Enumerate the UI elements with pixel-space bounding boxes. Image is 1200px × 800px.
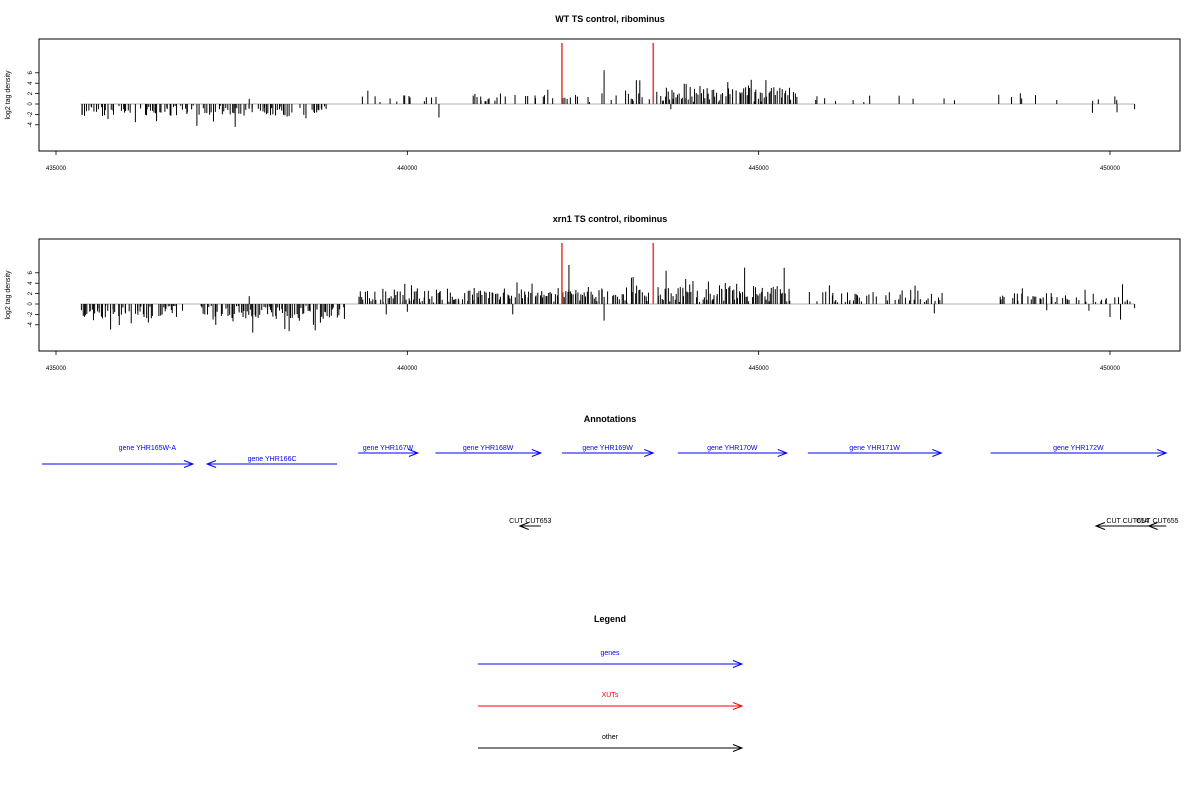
- cut-feature-arrowhead: [1147, 522, 1158, 530]
- gene-feature-label: gene YHR169W: [582, 445, 633, 452]
- gene-feature: gene YHR168W: [435, 445, 543, 457]
- legend-item: other: [478, 734, 744, 752]
- legend-item-label: genes: [600, 650, 620, 657]
- xrn1-panel-title: xrn1 TS control, ribominus: [553, 214, 668, 224]
- wt-plot-frame: [38, 38, 1181, 152]
- wt-x-tick-label: 435000: [46, 166, 67, 172]
- wt-panel: WT TS control, ribominus log2 tag densit…: [5, 14, 1181, 172]
- wt-panel-title: WT TS control, ribominus: [555, 14, 665, 24]
- cut-feature: CUT CUT655: [1136, 518, 1179, 530]
- gene-feature-arrowhead: [183, 460, 195, 468]
- xrn1-x-tick-label: 440000: [397, 366, 418, 372]
- gene-feature-label: gene YHR168W: [463, 445, 514, 452]
- legend-item-arrow-arrowhead: [732, 744, 744, 752]
- xrn1-signal-bars: [80, 265, 1136, 333]
- xrn1-panel: xrn1 TS control, ribominus log2 tag dens…: [5, 214, 1181, 372]
- legend-item-arrow-arrowhead: [732, 702, 744, 710]
- wt-y-axis-label: log2 tag density: [5, 70, 12, 120]
- annotation-features: gene YHR165W-A gene YHR166C gene YHR167W ge…: [41, 445, 1179, 530]
- wt-y-tick-label: 2: [28, 91, 34, 95]
- xrn1-y-tick-label: 2: [28, 291, 34, 295]
- xrn1-plot-frame: [38, 238, 1181, 352]
- wt-x-tick-label: 450000: [1100, 166, 1121, 172]
- xrn1-y-tick-label: -2: [28, 311, 34, 317]
- legend-title: Legend: [594, 614, 626, 624]
- xrn1-y-tick-label: 6: [28, 270, 34, 274]
- legend-item: XUTs: [478, 692, 744, 710]
- gene-feature: gene YHR167W: [358, 445, 420, 457]
- wt-y-tick-label: 0: [28, 102, 34, 106]
- cut-feature-arrowhead: [518, 522, 529, 530]
- gene-feature: gene YHR165W-A: [41, 445, 195, 468]
- gene-feature-label: gene YHR172W: [1053, 445, 1104, 452]
- wt-plot-area: 6 4 2 0 -2 -4 435000 440000 445000 450000: [28, 38, 1181, 172]
- wt-x-tick-label: 445000: [749, 166, 770, 172]
- xrn1-plot-area: 6 4 2 0 -2 -4 435000 440000 445000 450000: [28, 238, 1181, 372]
- wt-signal-bars: [81, 70, 1136, 127]
- gene-feature-arrowhead: [205, 460, 217, 468]
- gene-feature: gene YHR169W: [561, 445, 655, 457]
- gene-feature-label: gene YHR166C: [248, 456, 297, 463]
- xrn1-y-axis-label: log2 tag density: [5, 270, 12, 320]
- legend-item-arrow-arrowhead: [732, 660, 744, 668]
- xrn1-y-tick-label: 0: [28, 302, 34, 306]
- cut-feature-label: CUT CUT653: [509, 518, 551, 525]
- legend-item: genes: [478, 650, 744, 668]
- gene-feature-arrowhead: [777, 449, 789, 457]
- xrn1-y-tick-label: 4: [28, 281, 34, 285]
- gene-feature-arrowhead: [531, 449, 543, 457]
- gene-feature: gene YHR166C: [205, 456, 338, 468]
- gene-feature-label: gene YHR165W-A: [119, 445, 177, 452]
- wt-y-tick-label: 6: [28, 70, 34, 74]
- gene-feature-arrowhead: [408, 449, 420, 457]
- xrn1-x-tick-label: 445000: [749, 366, 770, 372]
- legend-items: genes XUTs other: [478, 650, 744, 752]
- legend-item-label: other: [602, 734, 619, 741]
- gene-feature-label: gene YHR171W: [849, 445, 900, 452]
- gene-feature-label: gene YHR170W: [707, 445, 758, 452]
- gene-feature: gene YHR170W: [677, 445, 789, 457]
- legend-item-label: XUTs: [602, 692, 619, 699]
- gene-feature-label: gene YHR167W: [363, 445, 414, 452]
- cut-feature-label: CUT CUT654: [1106, 518, 1148, 525]
- gene-feature: gene YHR171W: [807, 445, 943, 457]
- xrn1-x-tick-label: 450000: [1100, 366, 1121, 372]
- legend: Legend genes XUTs other: [478, 614, 744, 752]
- wt-x-tick-label: 440000: [397, 166, 418, 172]
- wt-y-tick-label: -2: [28, 111, 34, 117]
- gene-feature-arrowhead: [932, 449, 943, 457]
- wt-y-tick-label: -4: [28, 121, 34, 127]
- cut-feature-label: CUT CUT655: [1136, 518, 1178, 525]
- wt-y-tick-label: 4: [28, 81, 34, 85]
- gene-feature: gene YHR172W: [990, 445, 1168, 457]
- xrn1-y-tick-label: -4: [28, 321, 34, 327]
- cut-feature: CUT CUT653: [509, 518, 552, 530]
- annotations-title: Annotations: [584, 414, 637, 424]
- gene-feature-arrowhead: [1157, 449, 1168, 457]
- gene-feature-arrowhead: [644, 449, 655, 457]
- cut-feature-arrowhead: [1094, 522, 1106, 530]
- xrn1-x-tick-label: 435000: [46, 366, 67, 372]
